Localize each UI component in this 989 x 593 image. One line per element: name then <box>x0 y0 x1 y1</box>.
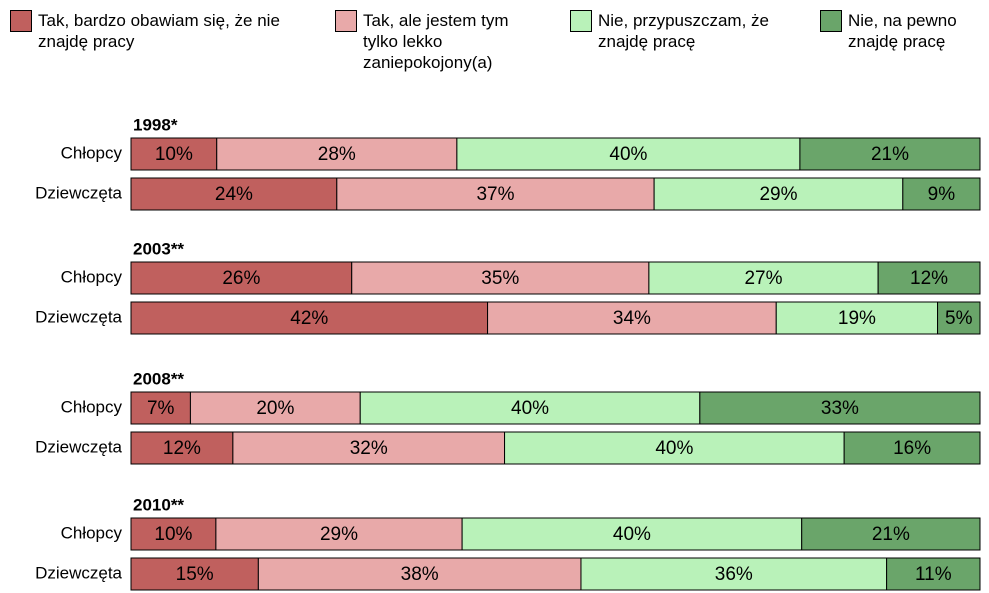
category-label: Chłopcy <box>61 523 123 542</box>
value-label: 28% <box>318 144 356 165</box>
value-label: 24% <box>215 184 253 205</box>
legend-swatch <box>570 10 592 32</box>
value-label: 7% <box>147 398 175 419</box>
bar-segment <box>699 391 981 425</box>
category-label: Chłopcy <box>61 397 123 416</box>
bar-segment <box>902 177 981 211</box>
value-label: 42% <box>290 308 328 329</box>
bar-segment <box>130 177 338 211</box>
value-label: 9% <box>928 184 956 205</box>
value-label: 37% <box>476 184 514 205</box>
legend-swatch <box>10 10 32 32</box>
group-label: 2008** <box>133 369 184 388</box>
bar-segment <box>130 261 353 295</box>
value-label: 10% <box>154 524 192 545</box>
value-label: 19% <box>838 308 876 329</box>
category-label: Dziewczęta <box>35 437 122 456</box>
bar-segment <box>456 137 801 171</box>
legend-item: Tak, ale jestem tym tylko lekko zaniepok… <box>335 10 543 73</box>
value-label: 40% <box>609 144 647 165</box>
legend-swatch <box>820 10 842 32</box>
value-label: 35% <box>481 268 519 289</box>
category-label: Chłopcy <box>61 143 123 162</box>
bar-segment <box>653 177 904 211</box>
value-label: 33% <box>821 398 859 419</box>
bar-segment <box>359 391 701 425</box>
bar-segment <box>257 557 582 591</box>
bar-segment <box>130 431 234 465</box>
bar-segment <box>130 391 191 425</box>
bar-segment <box>232 431 506 465</box>
legend-label: Nie, przypuszczam, że znajdę pracę <box>598 11 769 51</box>
value-label: 40% <box>511 398 549 419</box>
group-label: 2010** <box>133 495 184 514</box>
legend-label: Tak, ale jestem tym tylko lekko zaniepok… <box>363 11 509 72</box>
bar-segment <box>215 517 463 551</box>
category-label: Dziewczęta <box>35 307 122 326</box>
value-label: 29% <box>759 184 797 205</box>
value-label: 32% <box>350 438 388 459</box>
bar-segment <box>189 391 361 425</box>
value-label: 40% <box>655 438 693 459</box>
bar-segment <box>336 177 655 211</box>
category-label: Chłopcy <box>61 267 123 286</box>
value-label: 21% <box>872 524 910 545</box>
value-label: 21% <box>871 144 909 165</box>
value-label: 12% <box>163 438 201 459</box>
value-label: 15% <box>176 564 214 585</box>
legend-swatch <box>335 10 357 32</box>
category-label: Dziewczęta <box>35 183 122 202</box>
bar-segment <box>843 431 981 465</box>
bar-segment <box>877 261 981 295</box>
bar-segment <box>775 301 939 335</box>
value-label: 26% <box>222 268 260 289</box>
value-label: 27% <box>744 268 782 289</box>
group-label: 2003** <box>133 239 184 258</box>
bar-segment <box>130 301 489 335</box>
value-label: 20% <box>256 398 294 419</box>
legend-item: Tak, bardzo obawiam się, że nie znajdę p… <box>10 10 288 52</box>
bar-segment <box>799 137 981 171</box>
bar-segment <box>580 557 888 591</box>
value-label: 29% <box>320 524 358 545</box>
bar-segment <box>487 301 777 335</box>
value-label: 16% <box>893 438 931 459</box>
bar-segment <box>801 517 981 551</box>
value-label: 5% <box>945 308 973 329</box>
value-label: 10% <box>155 144 193 165</box>
value-label: 34% <box>613 308 651 329</box>
legend-label: Tak, bardzo obawiam się, że nie znajdę p… <box>38 11 280 51</box>
value-label: 36% <box>715 564 753 585</box>
category-label: Dziewczęta <box>35 563 122 582</box>
group-label: 1998* <box>133 115 178 134</box>
bar-segment <box>130 557 259 591</box>
bar-segment <box>648 261 879 295</box>
legend-label: Nie, na pewno znajdę pracę <box>848 11 957 51</box>
bar-segment <box>886 557 981 591</box>
bar-segment <box>937 301 981 335</box>
value-label: 38% <box>401 564 439 585</box>
legend-item: Nie, na pewno znajdę pracę <box>820 10 988 52</box>
legend-item: Nie, przypuszczam, że znajdę pracę <box>570 10 798 52</box>
bar-segment <box>351 261 650 295</box>
legend: Tak, bardzo obawiam się, że nie znajdę p… <box>0 10 989 100</box>
value-label: 12% <box>910 268 948 289</box>
bar-segment <box>130 517 217 551</box>
bar-segment <box>504 431 845 465</box>
value-label: 40% <box>613 524 651 545</box>
bar-segment <box>461 517 803 551</box>
value-label: 11% <box>915 564 952 585</box>
